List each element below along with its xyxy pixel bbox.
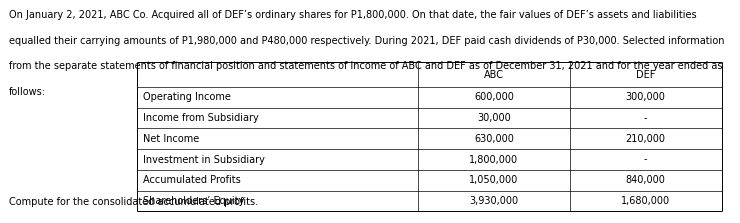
Text: Shareholders’ Equity: Shareholders’ Equity xyxy=(143,196,244,206)
Text: 30,000: 30,000 xyxy=(477,113,511,123)
Text: from the separate statements of financial position and statements of income of A: from the separate statements of financia… xyxy=(9,61,722,71)
Text: Income from Subsidiary: Income from Subsidiary xyxy=(143,113,258,123)
Text: 210,000: 210,000 xyxy=(625,134,666,144)
Text: DEF: DEF xyxy=(636,70,656,80)
Text: 3,930,000: 3,930,000 xyxy=(469,196,519,206)
Text: ABC: ABC xyxy=(484,70,504,80)
Text: 630,000: 630,000 xyxy=(474,134,514,144)
Text: -: - xyxy=(644,155,648,165)
Text: 600,000: 600,000 xyxy=(474,92,514,102)
Text: Operating Income: Operating Income xyxy=(143,92,231,102)
Text: -: - xyxy=(644,113,648,123)
Text: 1,800,000: 1,800,000 xyxy=(469,155,519,165)
Text: 1,680,000: 1,680,000 xyxy=(621,196,670,206)
Text: On January 2, 2021, ABC Co. Acquired all of DEF’s ordinary shares for P1,800,000: On January 2, 2021, ABC Co. Acquired all… xyxy=(9,10,696,20)
Text: 840,000: 840,000 xyxy=(626,175,665,185)
Text: follows:: follows: xyxy=(9,87,46,97)
Text: Investment in Subsidiary: Investment in Subsidiary xyxy=(143,155,265,165)
Text: Accumulated Profits: Accumulated Profits xyxy=(143,175,240,185)
Text: 1,050,000: 1,050,000 xyxy=(469,175,519,185)
Text: Net Income: Net Income xyxy=(143,134,199,144)
Text: equalled their carrying amounts of P1,980,000 and P480,000 respectively. During : equalled their carrying amounts of P1,98… xyxy=(9,36,724,46)
Text: Compute for the consolidated accumulated profits.: Compute for the consolidated accumulated… xyxy=(9,197,258,207)
Text: 300,000: 300,000 xyxy=(626,92,665,102)
